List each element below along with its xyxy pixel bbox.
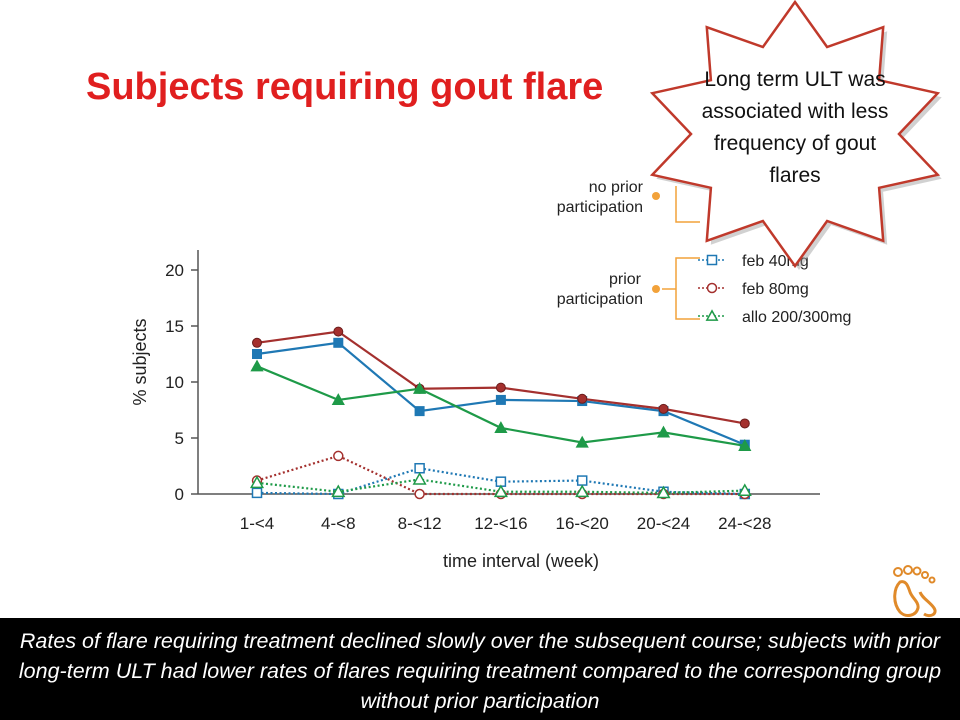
legend: no prior participation prior participation f… (557, 179, 852, 326)
data-point-triangle (705, 309, 719, 321)
series-line (256, 330, 745, 425)
callout-text: Long term ULT was associated with less f… (701, 68, 889, 187)
callout-star (649, 0, 941, 269)
data-point-triangle (575, 435, 589, 448)
data-point-triangle (412, 472, 427, 485)
legend-group-label: participation (557, 199, 643, 216)
data-point-square (252, 349, 262, 359)
legend-group-label: no prior (589, 179, 644, 196)
data-point-triangle (494, 421, 508, 434)
legend-entry-label: allo 200/300mg (742, 309, 851, 326)
data-point-circle (252, 337, 262, 348)
data-point-circle (739, 418, 750, 429)
data-point-triangle (493, 484, 508, 498)
data-point-circle (333, 326, 344, 337)
x-tick-label: 8-<12 (398, 514, 442, 533)
y-tick-label: 20 (165, 261, 184, 280)
x-tick-label: 24-<28 (718, 514, 771, 533)
data-point-triangle (413, 381, 427, 394)
legend-group-label: participation (557, 291, 643, 308)
data-point-square (414, 462, 425, 474)
legend-bracket-dot (652, 285, 660, 293)
series-allo-200-300mg-no-prior (250, 359, 752, 451)
series-line (256, 365, 745, 447)
legend-bracket-dot (652, 192, 660, 200)
x-tick-label: 1-<4 (240, 514, 275, 533)
slide-title: Subjects requiring gout flare (86, 66, 604, 108)
data-point-triangle (737, 483, 752, 496)
y-axis-title: % subjects (130, 318, 150, 405)
data-point-circle (333, 450, 344, 462)
caption-banner: Rates of flare requiring treatment decli… (0, 618, 960, 720)
data-point-triangle (575, 484, 590, 498)
x-tick-label: 20-<24 (637, 514, 690, 533)
data-point-square (495, 394, 506, 405)
legend-entry-label: feb 80mg (742, 281, 809, 298)
x-tick-label: 16-<20 (555, 514, 608, 533)
legend-group-label: prior (609, 271, 642, 288)
legend-bracket (675, 257, 700, 320)
y-tick-label: 5 (175, 429, 184, 448)
data-point-square (251, 487, 263, 499)
data-point-circle (577, 393, 588, 404)
data-point-square (414, 406, 425, 417)
y-tick-label: 15 (165, 317, 184, 336)
data-point-circle (706, 282, 718, 294)
data-point-triangle (331, 393, 345, 406)
x-tick-label: 12-<16 (474, 514, 527, 533)
x-axis-title: time interval (week) (443, 551, 599, 571)
legend-bracket (675, 186, 700, 223)
series-feb-80mg-no-prior (252, 326, 750, 429)
series-allo-200-300mg-prior (249, 472, 752, 499)
footprint-icon (893, 565, 937, 618)
data-point-triangle (331, 484, 346, 498)
data-point-triangle (249, 475, 265, 489)
data-point-triangle (656, 425, 671, 438)
data-point-circle (658, 403, 669, 414)
data-point-square (576, 475, 588, 486)
data-point-triangle (656, 485, 671, 499)
line-chart: 0 5 10 15 20 1-<4 4-<8 8-<12 12-<16 16-<20 20-<24 2… (130, 0, 942, 571)
x-tick-label: 4-<8 (321, 514, 356, 533)
y-tick-label: 10 (165, 373, 184, 392)
data-point-triangle (250, 359, 264, 372)
data-point-circle (495, 382, 506, 393)
data-point-square (333, 337, 344, 348)
y-tick-label: 0 (175, 485, 184, 504)
data-point-circle (414, 488, 425, 500)
data-point-square (706, 254, 718, 266)
data-point-triangle (738, 439, 752, 451)
